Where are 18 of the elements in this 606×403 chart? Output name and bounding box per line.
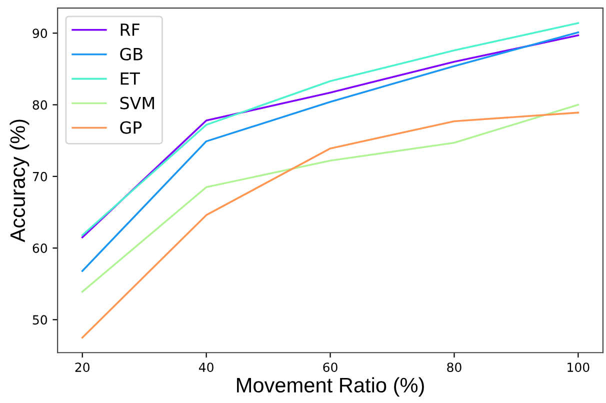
y-tick-label: 60 [32, 244, 48, 253]
legend-label: SVM [120, 96, 154, 110]
y-tick-label: 90 [32, 28, 48, 38]
legend-label: GB [120, 48, 142, 60]
x-axis-title: Movement Ratio (%) [237, 377, 424, 397]
x-tick-label: 100 [568, 362, 590, 372]
legend-label: ET [120, 72, 140, 85]
x-tick-label: 80 [447, 362, 462, 372]
y-tick-label: 80 [32, 100, 48, 110]
line-series [81, 112, 580, 338]
legend-label: RF [120, 24, 140, 36]
y-axis-title: Accuracy (%) [10, 120, 30, 242]
x-tick-label: 60 [323, 362, 338, 372]
legend-label: GP [120, 121, 142, 134]
y-tick-label: 50 [32, 315, 48, 325]
x-tick-label: 40 [198, 362, 214, 372]
y-tick-label: 70 [32, 172, 48, 182]
x-tick-label: 20 [75, 362, 90, 372]
